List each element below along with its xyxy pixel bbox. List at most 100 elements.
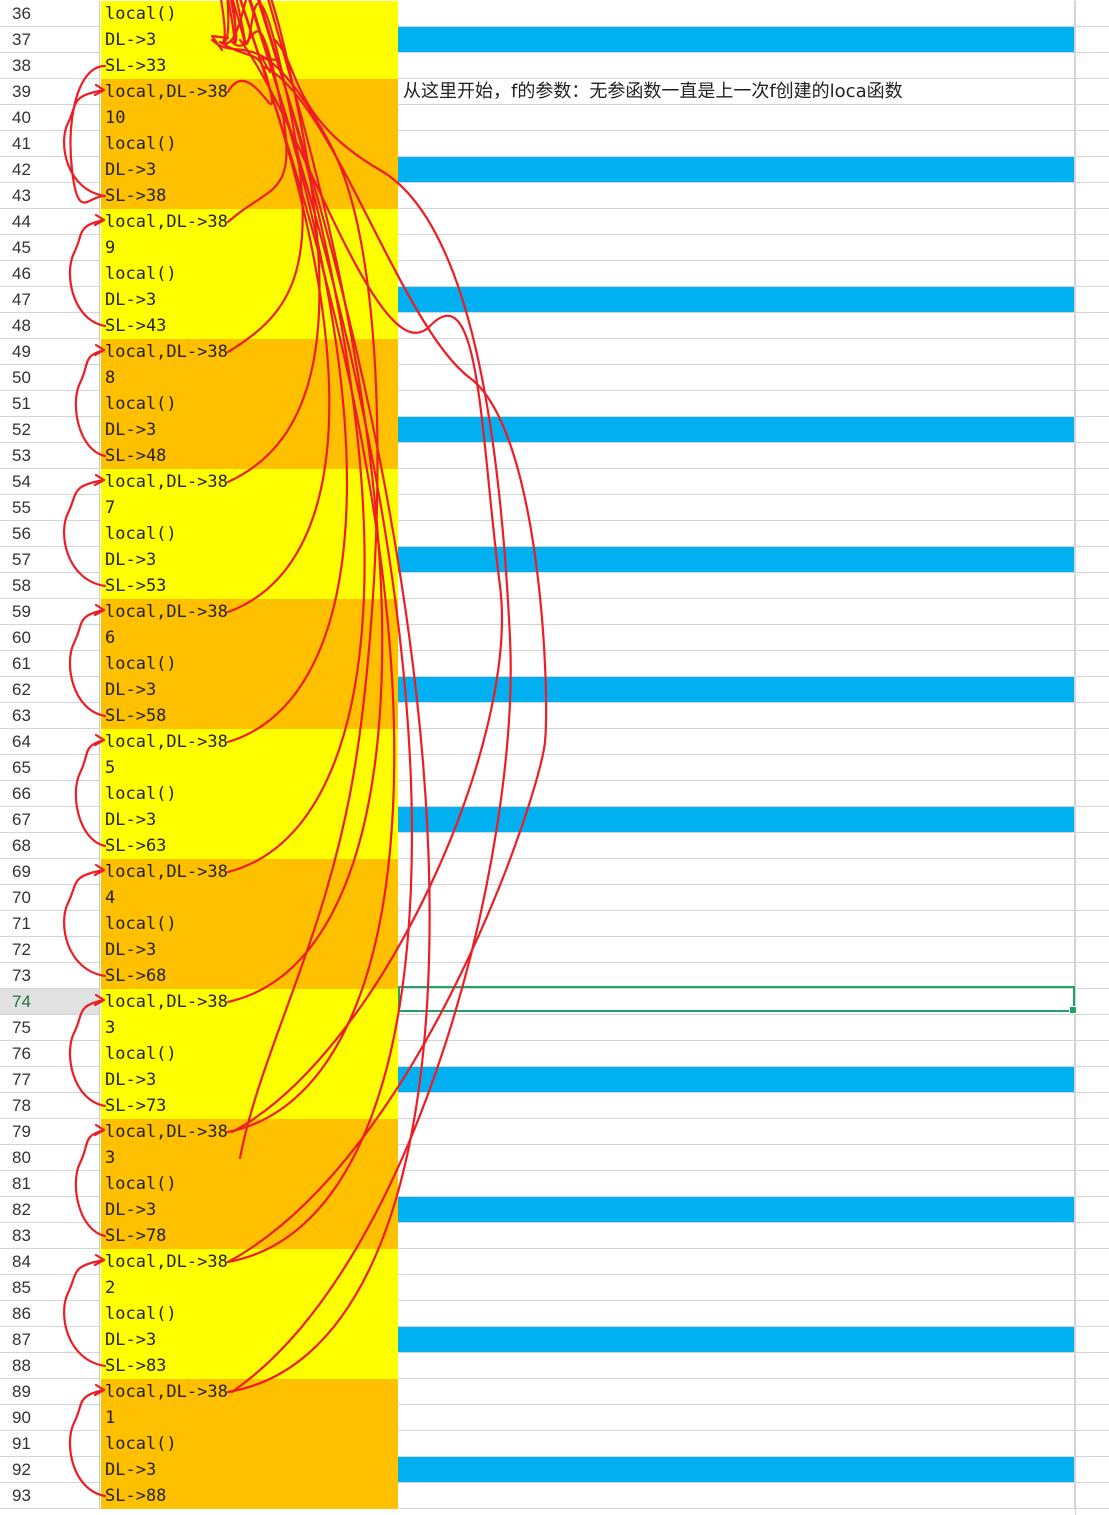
sheet-row[interactable]: 58 SL->53 <box>0 573 1109 599</box>
cell-c[interactable] <box>398 1353 1075 1378</box>
cell-c-blue-fill[interactable] <box>398 1197 1075 1222</box>
sheet-row[interactable]: 87 DL->3 <box>0 1327 1109 1353</box>
sheet-row[interactable]: 86 local() <box>0 1301 1109 1327</box>
cell-c[interactable] <box>398 859 1075 884</box>
sheet-row[interactable]: 68 SL->63 <box>0 833 1109 859</box>
cell-c[interactable] <box>398 963 1075 988</box>
row-number[interactable]: 46 <box>0 261 100 286</box>
sheet-row[interactable]: 43 SL->38 <box>0 183 1109 209</box>
row-number[interactable]: 63 <box>0 703 100 728</box>
cell-b[interactable]: SL->48 <box>101 443 398 469</box>
cell-b[interactable]: 8 <box>101 365 398 391</box>
cell-c[interactable] <box>398 1483 1075 1508</box>
sheet-row[interactable]: 62 DL->3 <box>0 677 1109 703</box>
sheet-row[interactable]: 51 local() <box>0 391 1109 417</box>
sheet-row[interactable]: 37 DL->3 <box>0 27 1109 53</box>
cell-c[interactable] <box>398 781 1075 806</box>
cell-b[interactable]: DL->3 <box>101 547 398 573</box>
cell-c[interactable] <box>398 599 1075 624</box>
sheet-row[interactable]: 70 4 <box>0 885 1109 911</box>
row-number[interactable]: 48 <box>0 313 100 338</box>
cell-b[interactable]: local() <box>101 911 398 937</box>
sheet-row[interactable]: 78 SL->73 <box>0 1093 1109 1119</box>
sheet-row[interactable]: 91 local() <box>0 1431 1109 1457</box>
cell-b[interactable]: 2 <box>101 1275 398 1301</box>
cell-c[interactable] <box>398 209 1075 234</box>
cell-b[interactable]: 9 <box>101 235 398 261</box>
cell-b[interactable]: local() <box>101 1 398 27</box>
row-number[interactable]: 85 <box>0 1275 100 1300</box>
cell-b[interactable]: 6 <box>101 625 398 651</box>
sheet-row[interactable]: 88 SL->83 <box>0 1353 1109 1379</box>
row-number[interactable]: 68 <box>0 833 100 858</box>
row-number[interactable]: 55 <box>0 495 100 520</box>
cell-b[interactable]: local,DL->38 <box>101 989 398 1015</box>
cell-c[interactable] <box>398 833 1075 858</box>
cell-b[interactable]: SL->88 <box>101 1483 398 1509</box>
cell-c[interactable] <box>398 1041 1075 1066</box>
sheet-row[interactable]: 42 DL->3 <box>0 157 1109 183</box>
sheet-row[interactable]: 92 DL->3 <box>0 1457 1109 1483</box>
cell-b[interactable]: 1 <box>101 1405 398 1431</box>
row-number[interactable]: 39 <box>0 79 100 104</box>
sheet-row[interactable]: 76 local() <box>0 1041 1109 1067</box>
cell-b[interactable]: SL->43 <box>101 313 398 339</box>
sheet-row[interactable]: 71 local() <box>0 911 1109 937</box>
cell-c[interactable] <box>398 1301 1075 1326</box>
sheet-row[interactable]: 54 local,DL->38 <box>0 469 1109 495</box>
cell-c-blue-fill[interactable] <box>398 27 1075 52</box>
cell-c[interactable] <box>398 79 1075 104</box>
cell-c[interactable] <box>398 1275 1075 1300</box>
sheet-row[interactable]: 66 local() <box>0 781 1109 807</box>
sheet-row[interactable]: 83 SL->78 <box>0 1223 1109 1249</box>
cell-c[interactable] <box>398 911 1075 936</box>
cell-c[interactable] <box>398 1405 1075 1430</box>
cell-b[interactable]: DL->3 <box>101 807 398 833</box>
row-number[interactable]: 56 <box>0 521 100 546</box>
cell-c-blue-fill[interactable] <box>398 677 1075 702</box>
row-number[interactable]: 53 <box>0 443 100 468</box>
sheet-row[interactable]: 39 local,DL->38 从这里开始，f的参数：无参函数一直是上一次f创建的l… <box>0 79 1109 105</box>
row-number[interactable]: 40 <box>0 105 100 130</box>
sheet-row[interactable]: 41 local() <box>0 131 1109 157</box>
sheet-row[interactable]: 79 local,DL->38 <box>0 1119 1109 1145</box>
cell-c[interactable] <box>398 1093 1075 1118</box>
cell-c[interactable] <box>398 1 1075 26</box>
cell-b[interactable]: SL->63 <box>101 833 398 859</box>
cell-c[interactable] <box>398 313 1075 338</box>
row-number[interactable]: 86 <box>0 1301 100 1326</box>
sheet-row[interactable]: 69 local,DL->38 <box>0 859 1109 885</box>
cell-b[interactable]: local() <box>101 521 398 547</box>
cell-b[interactable]: local,DL->38 <box>101 339 398 365</box>
cell-b[interactable]: local() <box>101 781 398 807</box>
cell-b[interactable]: local,DL->38 <box>101 1119 398 1145</box>
sheet-row[interactable]: 75 3 <box>0 1015 1109 1041</box>
row-number[interactable]: 76 <box>0 1041 100 1066</box>
row-number[interactable]: 79 <box>0 1119 100 1144</box>
sheet-row[interactable]: 53 SL->48 <box>0 443 1109 469</box>
row-number[interactable]: 64 <box>0 729 100 754</box>
cell-c[interactable] <box>398 625 1075 650</box>
row-number[interactable]: 51 <box>0 391 100 416</box>
row-number[interactable]: 67 <box>0 807 100 832</box>
cell-b[interactable]: SL->33 <box>101 53 398 79</box>
cell-c[interactable] <box>398 1171 1075 1196</box>
sheet-row[interactable]: 67 DL->3 <box>0 807 1109 833</box>
row-number[interactable]: 82 <box>0 1197 100 1222</box>
sheet-row[interactable]: 90 1 <box>0 1405 1109 1431</box>
cell-b[interactable]: local() <box>101 1301 398 1327</box>
cell-c[interactable] <box>398 391 1075 416</box>
sheet-row[interactable]: 85 2 <box>0 1275 1109 1301</box>
cell-c[interactable] <box>398 1015 1075 1040</box>
sheet-row[interactable]: 82 DL->3 <box>0 1197 1109 1223</box>
cell-b[interactable]: 3 <box>101 1015 398 1041</box>
cell-b[interactable]: local,DL->38 <box>101 729 398 755</box>
cell-c[interactable] <box>398 443 1075 468</box>
sheet-row[interactable]: 52 DL->3 <box>0 417 1109 443</box>
row-number[interactable]: 58 <box>0 573 100 598</box>
cell-c-blue-fill[interactable] <box>398 287 1075 312</box>
cell-c[interactable] <box>398 339 1075 364</box>
row-number[interactable]: 77 <box>0 1067 100 1092</box>
row-number[interactable]: 74 <box>0 989 100 1014</box>
